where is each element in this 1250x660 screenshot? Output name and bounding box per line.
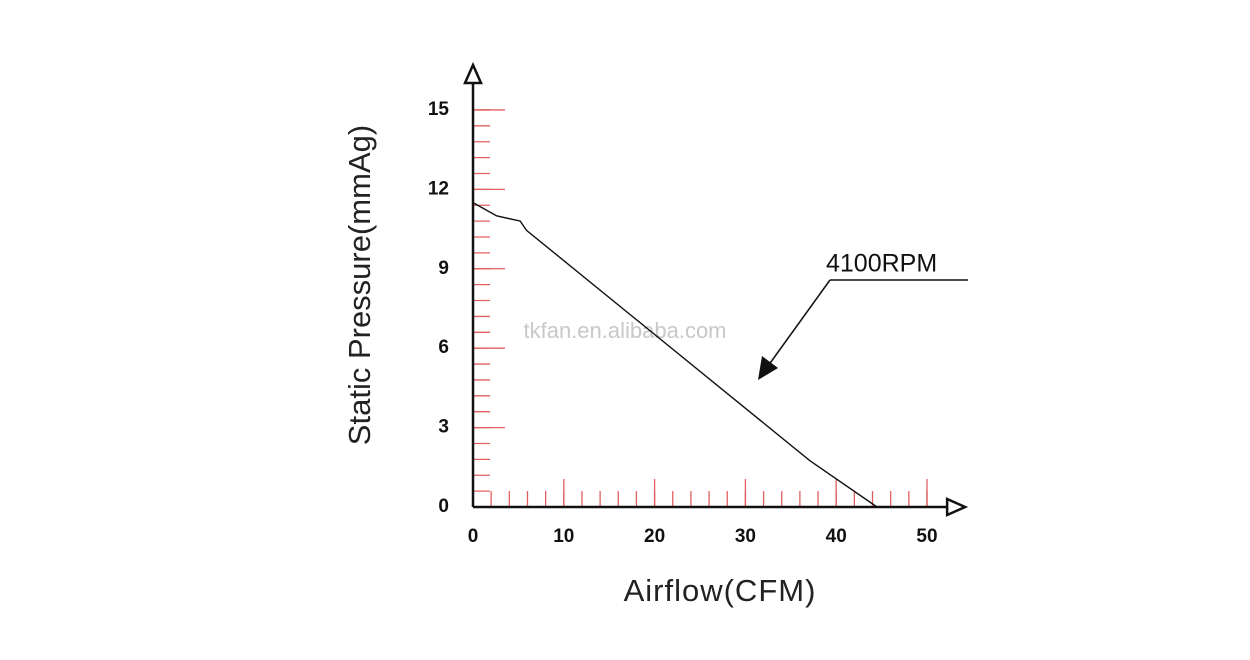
y-tick-label: 6 <box>438 337 449 358</box>
annotation: 4100RPM <box>826 250 937 278</box>
watermark: tkfan.en.alibaba.com <box>523 318 726 343</box>
x-axis-arrow <box>945 497 969 517</box>
y-tick-label: 12 <box>428 178 449 199</box>
y-tick-label: 0 <box>438 496 449 517</box>
y-tick-label: 9 <box>438 258 449 279</box>
x-tick-label: 20 <box>644 526 665 547</box>
y-axis-label: Static Pressure(mmAg) <box>342 125 377 445</box>
x-tick-label: 40 <box>826 526 847 547</box>
x-tick-label: 30 <box>735 526 756 547</box>
annotation-arrow <box>767 279 831 367</box>
y-tick-label: 15 <box>428 99 450 120</box>
x-tick-label: 10 <box>553 526 574 547</box>
x-tick-label: 50 <box>916 526 937 547</box>
x-tick-label: 0 <box>468 526 479 547</box>
curve <box>472 201 878 508</box>
y-tick-label: 3 <box>438 417 449 438</box>
x-axis-label: Airflow(CFM) <box>624 573 817 608</box>
arrow-head <box>758 356 778 380</box>
y-axis-arrow <box>463 61 483 85</box>
